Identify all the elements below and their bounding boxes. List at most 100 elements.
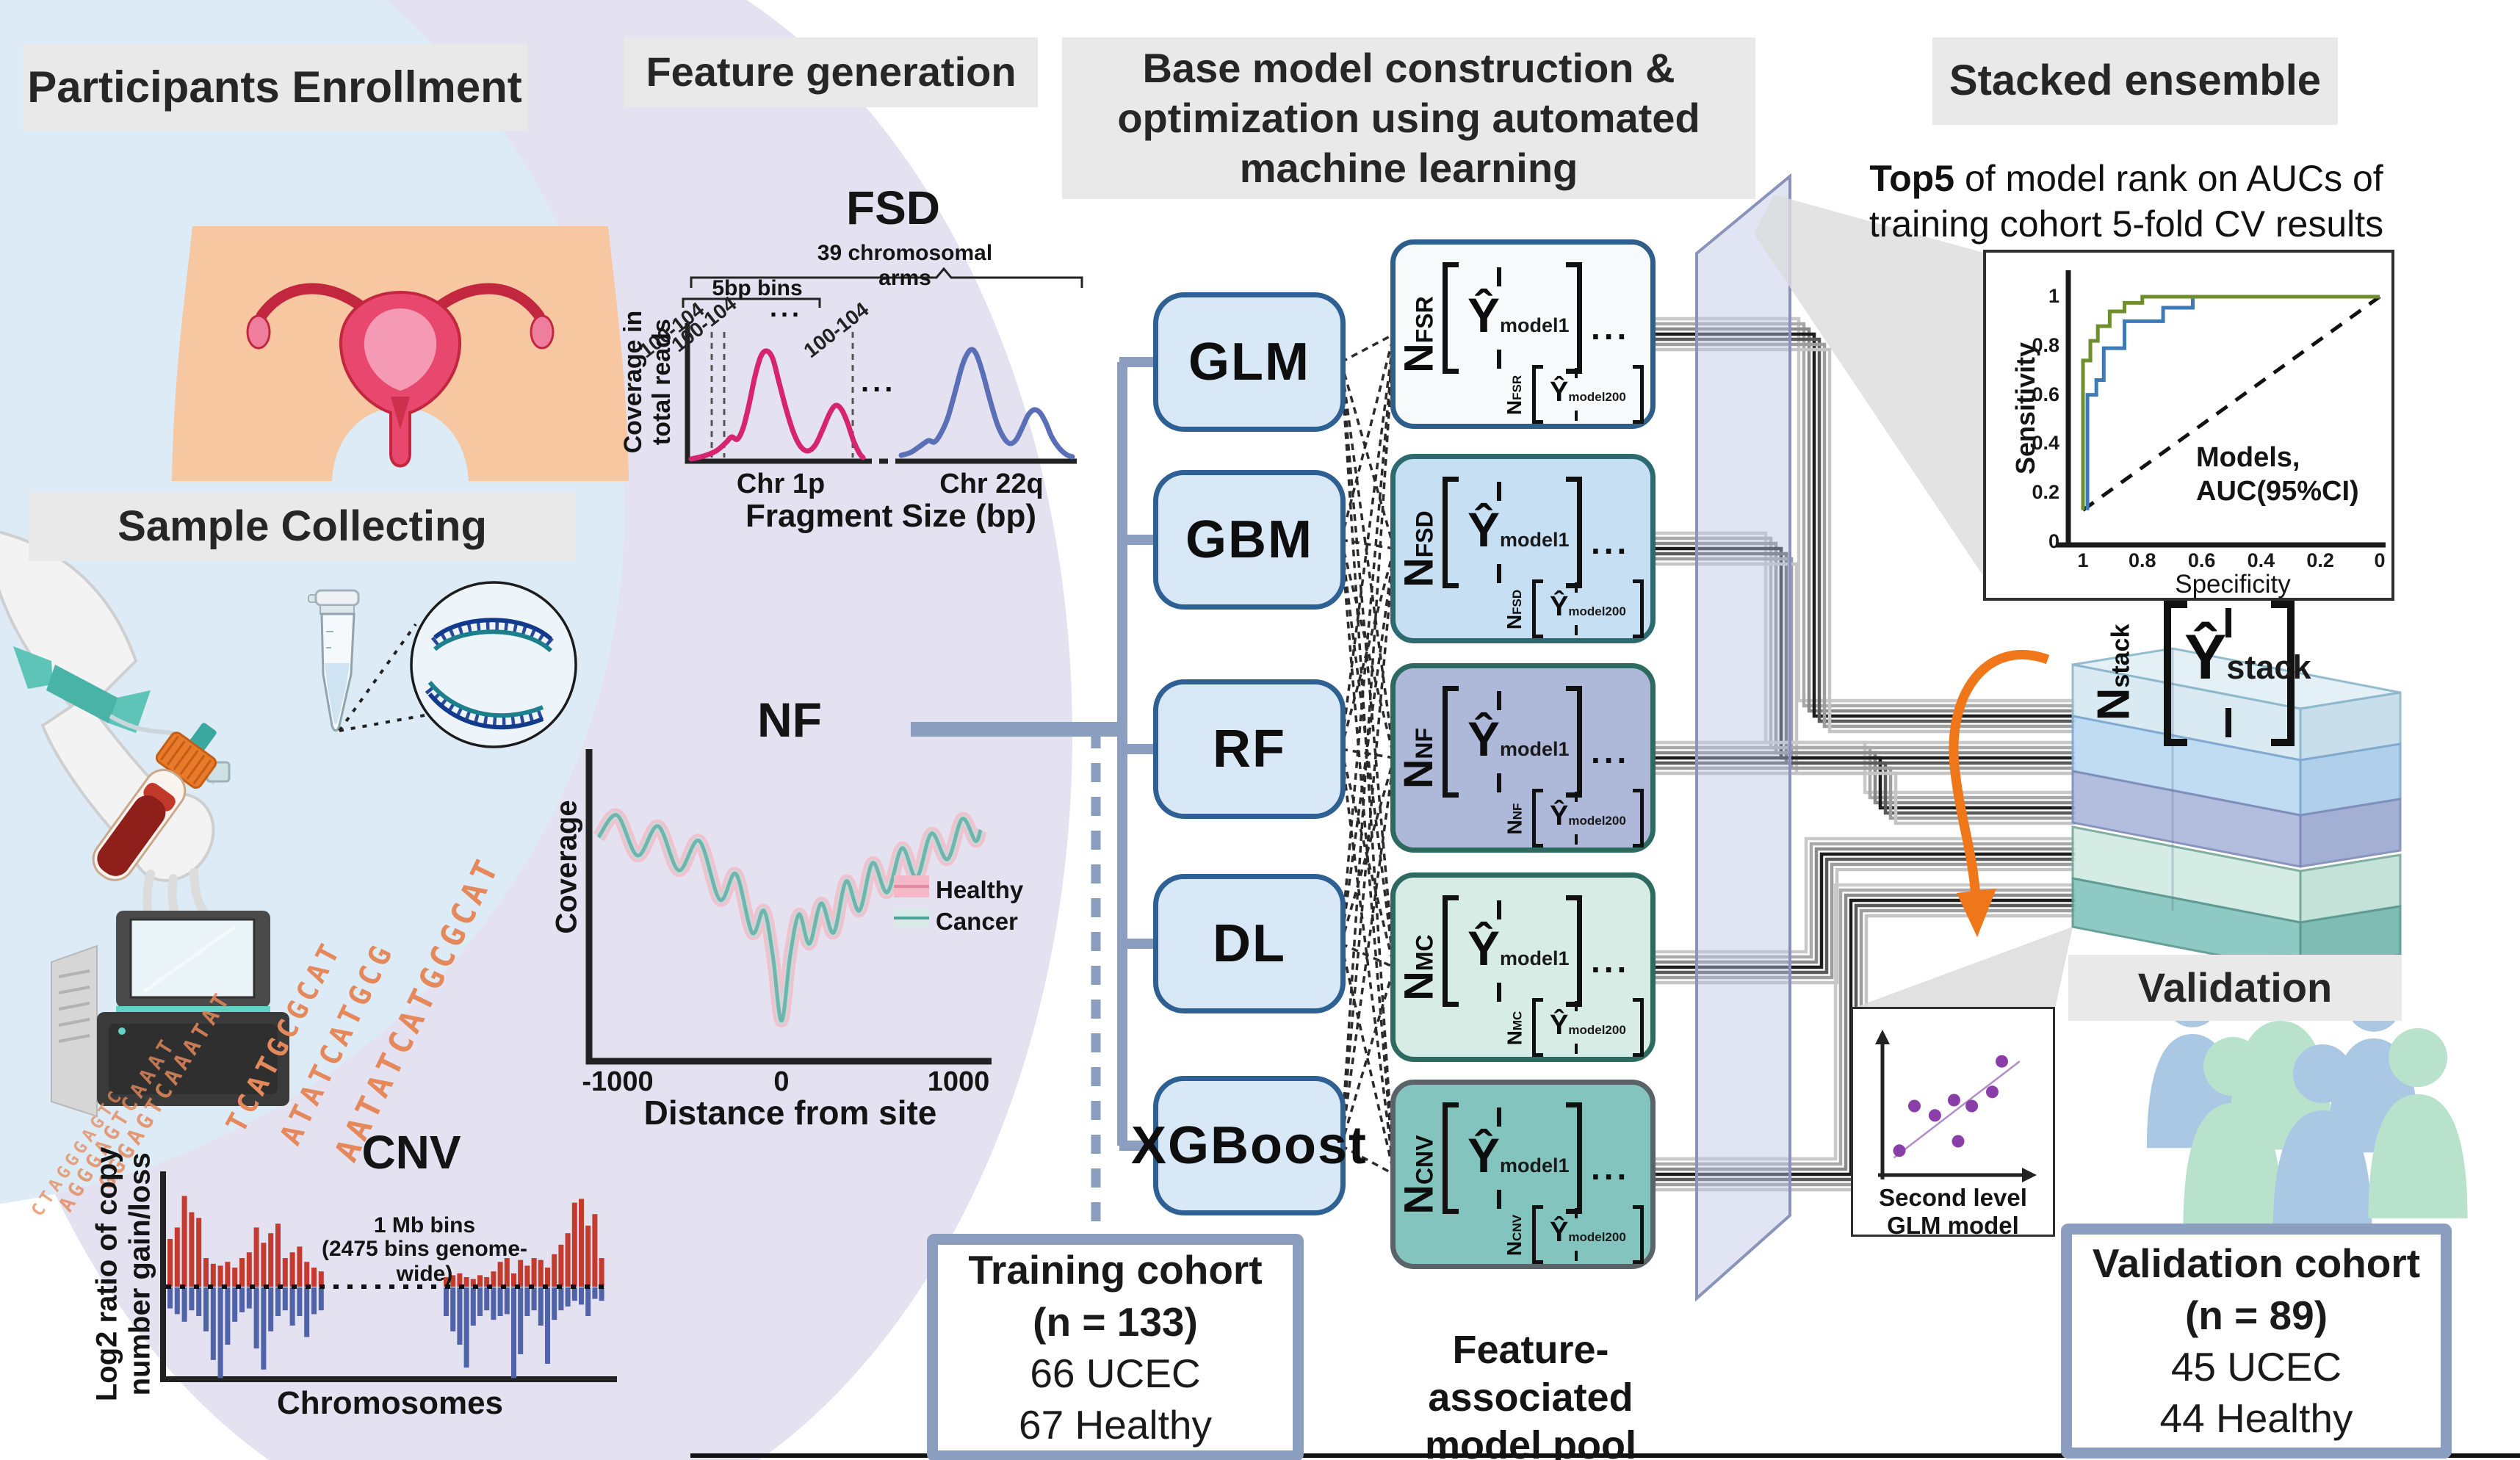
uterus-inner — [364, 308, 437, 391]
cnv-loss-bar — [444, 1287, 449, 1316]
cnv-loss-bar — [318, 1287, 324, 1311]
roc-magnifier-wedge — [1754, 195, 1986, 580]
sequencer-teal-strip — [116, 1006, 270, 1012]
cnv-gain-bar — [592, 1214, 598, 1287]
cnv-loss-bar — [203, 1287, 209, 1331]
prediction-bundle-line — [1656, 332, 2076, 718]
model-pool-dashed-link — [1340, 943, 1396, 1175]
cnv-loss-bar — [504, 1287, 510, 1315]
cnv-gain-bar — [531, 1258, 537, 1287]
pool-n-label: NFSD — [1395, 510, 1442, 588]
roc-curve-green — [2081, 294, 2380, 510]
cnv-gain-bar — [268, 1233, 274, 1287]
pool-ellipsis: ... — [1591, 732, 1631, 770]
roc-ytick: 0.4 — [2032, 432, 2059, 455]
cnv-gain-bar — [470, 1279, 476, 1287]
dna-fragment2-rungs — [425, 684, 545, 728]
cnv-gain-bar — [477, 1275, 483, 1287]
pool-ellipsis: ... — [1591, 523, 1631, 561]
fsd-plot — [682, 267, 1083, 464]
cnv-loss-bar — [477, 1287, 483, 1316]
prediction-bundle-line — [1656, 751, 2076, 805]
stack-yhat-symbol: Ŷ — [2184, 622, 2227, 693]
blood-top — [143, 783, 176, 812]
cnv-xlabel: Chromosomes — [276, 1385, 504, 1421]
pool-matrix-model200: Ŷmodel200 — [1532, 365, 1644, 424]
cnv-loss-bar — [246, 1287, 252, 1309]
nf-ylabel: Coverage — [550, 799, 583, 934]
cnv-ylabel: Log2 ratio of copy number gain/loss — [13, 1147, 234, 1402]
pool-n-label-small: NFSR — [1503, 375, 1526, 416]
prediction-bundle-line — [1656, 761, 2076, 815]
pool-yhat-model1: Ŷmodel1 — [1467, 712, 1570, 766]
pool-n-label-small: NNF — [1503, 803, 1526, 835]
prediction-bundle-line — [1656, 842, 2076, 959]
person-head — [2203, 1037, 2262, 1096]
fsd-axes — [685, 323, 1077, 464]
pool-ellipsis: ... — [1591, 308, 1631, 347]
fsd-ellipsis-top: ... — [770, 292, 804, 322]
vector-tick-bottom — [1497, 1190, 1501, 1209]
cnv-gain-bar — [210, 1263, 216, 1287]
model-box-dl: DL — [1153, 874, 1346, 1013]
roc-ytick: 0.8 — [2032, 333, 2059, 356]
cnv-loss-bar — [497, 1287, 503, 1316]
pool-box-fsd: NFSD Ŷmodel1 ... NFSD Ŷmodel200 — [1390, 454, 1656, 643]
pool-caption-line1: Feature-associated — [1428, 1328, 1633, 1420]
cnv-gain-bar — [565, 1233, 571, 1287]
scatter-fit-line — [1893, 1060, 2021, 1159]
cv-selection-pane — [1695, 173, 1791, 1302]
pool-matrix-model200: Ŷmodel200 — [1532, 998, 1644, 1057]
person-body — [2368, 1094, 2468, 1218]
person-body — [2183, 1103, 2283, 1227]
fsd-curve-chr1p — [688, 348, 866, 462]
pool-yhat-model200: Ŷmodel200 — [1550, 377, 1626, 408]
matrix-bracket-right — [1566, 262, 1582, 374]
roc-xtick: 0.6 — [2187, 549, 2216, 571]
tourniquet-band — [46, 665, 118, 723]
matrix-bracket-left — [1532, 365, 1543, 424]
pool-matrix-model1: Ŷmodel1 — [1443, 895, 1582, 1007]
pool-matrix-model200: Ŷmodel200 — [1532, 1205, 1644, 1264]
cnv-gain-bar — [511, 1273, 516, 1287]
vector-tick-bottom — [1575, 1044, 1578, 1054]
prediction-bundle-line — [1656, 771, 2076, 825]
validation-cohort-box: Validation cohort (n = 89) 45 UCEC 44 He… — [2061, 1224, 2452, 1459]
model-box-xgboost: XGBoost — [1131, 1076, 1366, 1215]
pool-n-label: NFSR — [1395, 295, 1442, 373]
cnv-loss-bar — [196, 1287, 202, 1316]
cnv-gain-bar — [450, 1275, 456, 1287]
pool-matrix-model1: Ŷmodel1 — [1443, 262, 1582, 374]
person-silhouette-green — [2368, 1028, 2468, 1218]
validation-cohort-title: Validation cohort — [2092, 1240, 2421, 1287]
cnv-loss-bar — [552, 1287, 557, 1320]
nf-xlabel: Distance from site — [643, 1094, 937, 1132]
vector-tick-bottom — [1575, 411, 1578, 421]
pool-ellipsis: ... — [1591, 942, 1631, 980]
cnv-gain-bar — [545, 1268, 550, 1287]
vector-tick-bottom — [1497, 983, 1501, 1002]
blood-collection-tube — [92, 723, 217, 881]
matrix-bracket-left — [1532, 998, 1543, 1057]
cnv-loss-bar — [289, 1287, 295, 1326]
person-head — [2293, 1044, 2352, 1103]
training-cohort-box: Training cohort (n = 133) 66 UCEC 67 Hea… — [927, 1234, 1304, 1460]
prediction-bundle-line — [1656, 847, 2076, 964]
matrix-bracket-right — [1566, 1102, 1582, 1214]
fsd-curve-chr22q — [898, 347, 1075, 460]
fsd-xtick-chr1p: Chr 1p — [736, 469, 826, 499]
cnv-plot — [160, 1171, 617, 1382]
scatter-point — [1893, 1144, 1906, 1157]
pool-n-label: NCNV — [1395, 1134, 1442, 1215]
validation-cohort-ucec: 45 UCEC — [2170, 1344, 2342, 1389]
sequencer-vent — [58, 969, 90, 978]
matrix-bracket-right — [1633, 365, 1644, 424]
pool-matrix-model200: Ŷmodel200 — [1532, 789, 1644, 848]
header-sample-collecting: Sample Collecting — [29, 492, 576, 561]
pool-yhat-model200: Ŷmodel200 — [1550, 591, 1626, 622]
matrix-bracket-right — [1633, 1205, 1644, 1264]
nf-legend-line-cancer — [894, 917, 929, 919]
prediction-bundle-line — [1656, 862, 2076, 980]
vector-tick-top — [1497, 482, 1501, 501]
dna-fragment1-backbone-top — [433, 618, 553, 641]
